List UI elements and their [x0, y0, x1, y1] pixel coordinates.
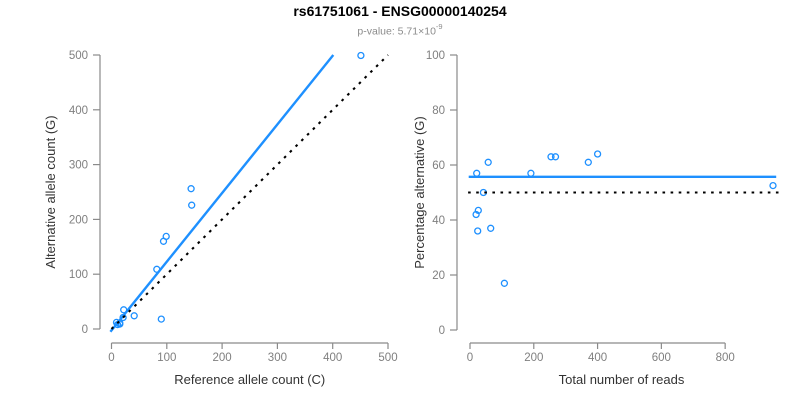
data-point [162, 232, 170, 241]
data-point [474, 206, 482, 215]
y-tick-label: 60 [432, 160, 445, 172]
left-plot: 0 100 200 300 400 500 0 100 200 300 400 500 Referenc… [43, 50, 398, 387]
data-point [357, 51, 365, 60]
data-point [474, 227, 482, 235]
y-tick-label: 0 [82, 324, 88, 336]
y-tick-label: 400 [69, 105, 88, 117]
x-tick-label: 0 [108, 352, 114, 364]
x-tick-label: 400 [323, 352, 342, 364]
x-tick-label: 600 [652, 352, 671, 364]
pvalue-text: p-value: 5.71×10 [357, 25, 436, 38]
data-point [769, 181, 777, 190]
identity-line [110, 54, 389, 330]
data-point [551, 153, 560, 161]
y-tick-label: 0 [439, 325, 445, 337]
data-point [157, 315, 165, 323]
page-title: rs61751061 - ENSG00000140254 [293, 3, 507, 19]
data-point [473, 169, 481, 177]
x-tick-label: 300 [268, 352, 287, 364]
y-tick-label: 100 [426, 50, 445, 62]
x-axis-title: Reference allele count (C) [174, 372, 325, 387]
x-axis-title: Total number of reads [559, 372, 685, 387]
fit-line [109, 54, 335, 333]
data-point [187, 185, 195, 193]
data-point [584, 158, 592, 166]
data-point [188, 201, 196, 209]
x-tick-label: 0 [467, 352, 473, 364]
y-axis-title: Percentage alternative (G) [412, 116, 427, 268]
data-point [484, 158, 492, 166]
right-plot: 0 20 40 60 80 100 0 200 400 600 800 Total number of… [412, 50, 782, 387]
y-tick-label: 20 [432, 270, 445, 282]
y-tick-label: 500 [69, 50, 88, 62]
x-tick-label: 100 [157, 352, 176, 364]
data-point [527, 169, 535, 177]
x-tick-label: 200 [524, 352, 543, 364]
data-point [547, 153, 555, 161]
pvalue-subtitle: p-value: 5.71×10-9 [0, 22, 800, 38]
y-tick-label: 300 [69, 160, 88, 172]
data-point [487, 224, 495, 232]
y-tick-label: 100 [69, 269, 88, 281]
pvalue-exponent: -9 [435, 22, 443, 32]
x-tick-label: 500 [378, 352, 397, 364]
x-tick-label: 400 [588, 352, 607, 364]
y-tick-label: 80 [432, 105, 445, 117]
y-axis-title: Alternative allele count (G) [43, 115, 58, 268]
x-tick-label: 800 [716, 352, 735, 364]
data-point [593, 150, 602, 158]
y-tick-label: 200 [69, 214, 88, 226]
y-tick-label: 40 [432, 215, 445, 227]
x-tick-label: 200 [213, 352, 232, 364]
data-point [500, 279, 509, 287]
data-point [130, 312, 138, 320]
